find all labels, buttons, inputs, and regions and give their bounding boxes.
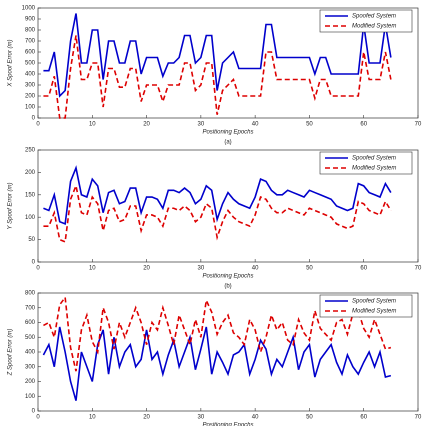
- legend: Spoofed System Modified System: [319, 9, 413, 33]
- x-axis-label: Positioning Epochs: [202, 274, 253, 280]
- legend-label: Modified System: [352, 309, 396, 315]
- y-tick-label: 200: [25, 170, 36, 176]
- x-tick-label: 0: [36, 415, 40, 421]
- subplot: 0 10 20 30 40 50 60 70 0 50 100 150 200 250 Positionin…: [8, 148, 422, 290]
- y-axis-label: Y Spoof Error (m): [8, 183, 14, 230]
- legend-label: Spoofed System: [352, 299, 396, 305]
- x-tick-label: 70: [415, 266, 422, 272]
- x-tick-label: 50: [306, 266, 313, 272]
- x-tick-label: 60: [360, 266, 367, 272]
- legend: Spoofed System Modified System: [319, 151, 413, 175]
- x-tick-label: 30: [198, 122, 205, 128]
- x-tick-label: 20: [143, 122, 150, 128]
- x-axis-label: Positioning Epochs: [202, 130, 253, 136]
- y-tick-label: 700: [25, 305, 36, 311]
- y-tick-label: 0: [32, 409, 36, 415]
- x-tick-label: 40: [252, 122, 259, 128]
- y-tick-label: 700: [25, 39, 36, 45]
- x-tick-label: 30: [198, 415, 205, 421]
- x-axis-label: Positioning Epochs: [202, 423, 253, 426]
- y-tick-label: 800: [25, 291, 36, 297]
- series-line: [43, 35, 392, 119]
- legend-label: Spoofed System: [352, 156, 396, 162]
- x-tick-label: 70: [415, 415, 422, 421]
- y-tick-label: 300: [25, 83, 36, 89]
- y-tick-label: 100: [25, 394, 36, 400]
- y-tick-label: 600: [25, 50, 36, 56]
- x-tick-label: 10: [89, 122, 96, 128]
- y-tick-label: 400: [25, 72, 36, 78]
- x-tick-label: 0: [36, 266, 40, 272]
- x-tick-label: 10: [89, 266, 96, 272]
- y-tick-label: 1000: [22, 6, 36, 12]
- x-tick-label: 60: [360, 415, 367, 421]
- x-tick-label: 0: [36, 122, 40, 128]
- y-tick-label: 0: [32, 260, 36, 266]
- legend: Spoofed System Modified System: [319, 294, 413, 318]
- plot-frame: [37, 149, 419, 263]
- y-tick-label: 200: [25, 379, 36, 385]
- y-tick-label: 800: [25, 28, 36, 34]
- series-line: [43, 183, 392, 243]
- y-axis-label: Z Spoof Error (m): [8, 329, 14, 377]
- y-tick-label: 400: [25, 350, 36, 356]
- y-tick-label: 100: [25, 105, 36, 111]
- x-tick-label: 70: [415, 122, 422, 128]
- legend-label: Modified System: [352, 166, 396, 172]
- y-tick-label: 500: [25, 61, 36, 67]
- series-line: [43, 165, 392, 226]
- x-tick-label: 10: [89, 415, 96, 421]
- y-tick-label: 300: [25, 364, 36, 370]
- caption: (b): [224, 284, 231, 290]
- y-tick-label: 100: [25, 215, 36, 221]
- y-tick-label: 50: [28, 237, 35, 243]
- y-tick-label: 250: [25, 148, 36, 154]
- series-line: [43, 13, 392, 98]
- x-tick-label: 50: [306, 122, 313, 128]
- y-tick-label: 150: [25, 192, 36, 198]
- x-tick-label: 30: [198, 266, 205, 272]
- y-tick-label: 200: [25, 94, 36, 100]
- x-tick-label: 60: [360, 122, 367, 128]
- legend-label: Spoofed System: [352, 14, 396, 20]
- y-tick-label: 900: [25, 17, 36, 23]
- series-line: [43, 295, 392, 372]
- y-tick-label: 0: [32, 116, 36, 122]
- x-tick-label: 20: [143, 266, 150, 272]
- subplot: 0 10 20 30 40 50 60 700100200300400500600700800…: [8, 291, 422, 426]
- legend-label: Modified System: [352, 24, 396, 30]
- x-tick-label: 50: [306, 415, 313, 421]
- subplot: 0 10 20 30 40 50 60 700100200300400500600700800…: [8, 6, 422, 146]
- x-tick-label: 20: [143, 415, 150, 421]
- y-axis-label: X Spoof Error (m): [8, 39, 14, 87]
- y-tick-label: 500: [25, 335, 36, 341]
- y-tick-label: 600: [25, 320, 36, 326]
- caption: (a): [224, 140, 231, 146]
- x-tick-label: 40: [252, 266, 259, 272]
- x-tick-label: 40: [252, 415, 259, 421]
- series-line: [42, 326, 392, 401]
